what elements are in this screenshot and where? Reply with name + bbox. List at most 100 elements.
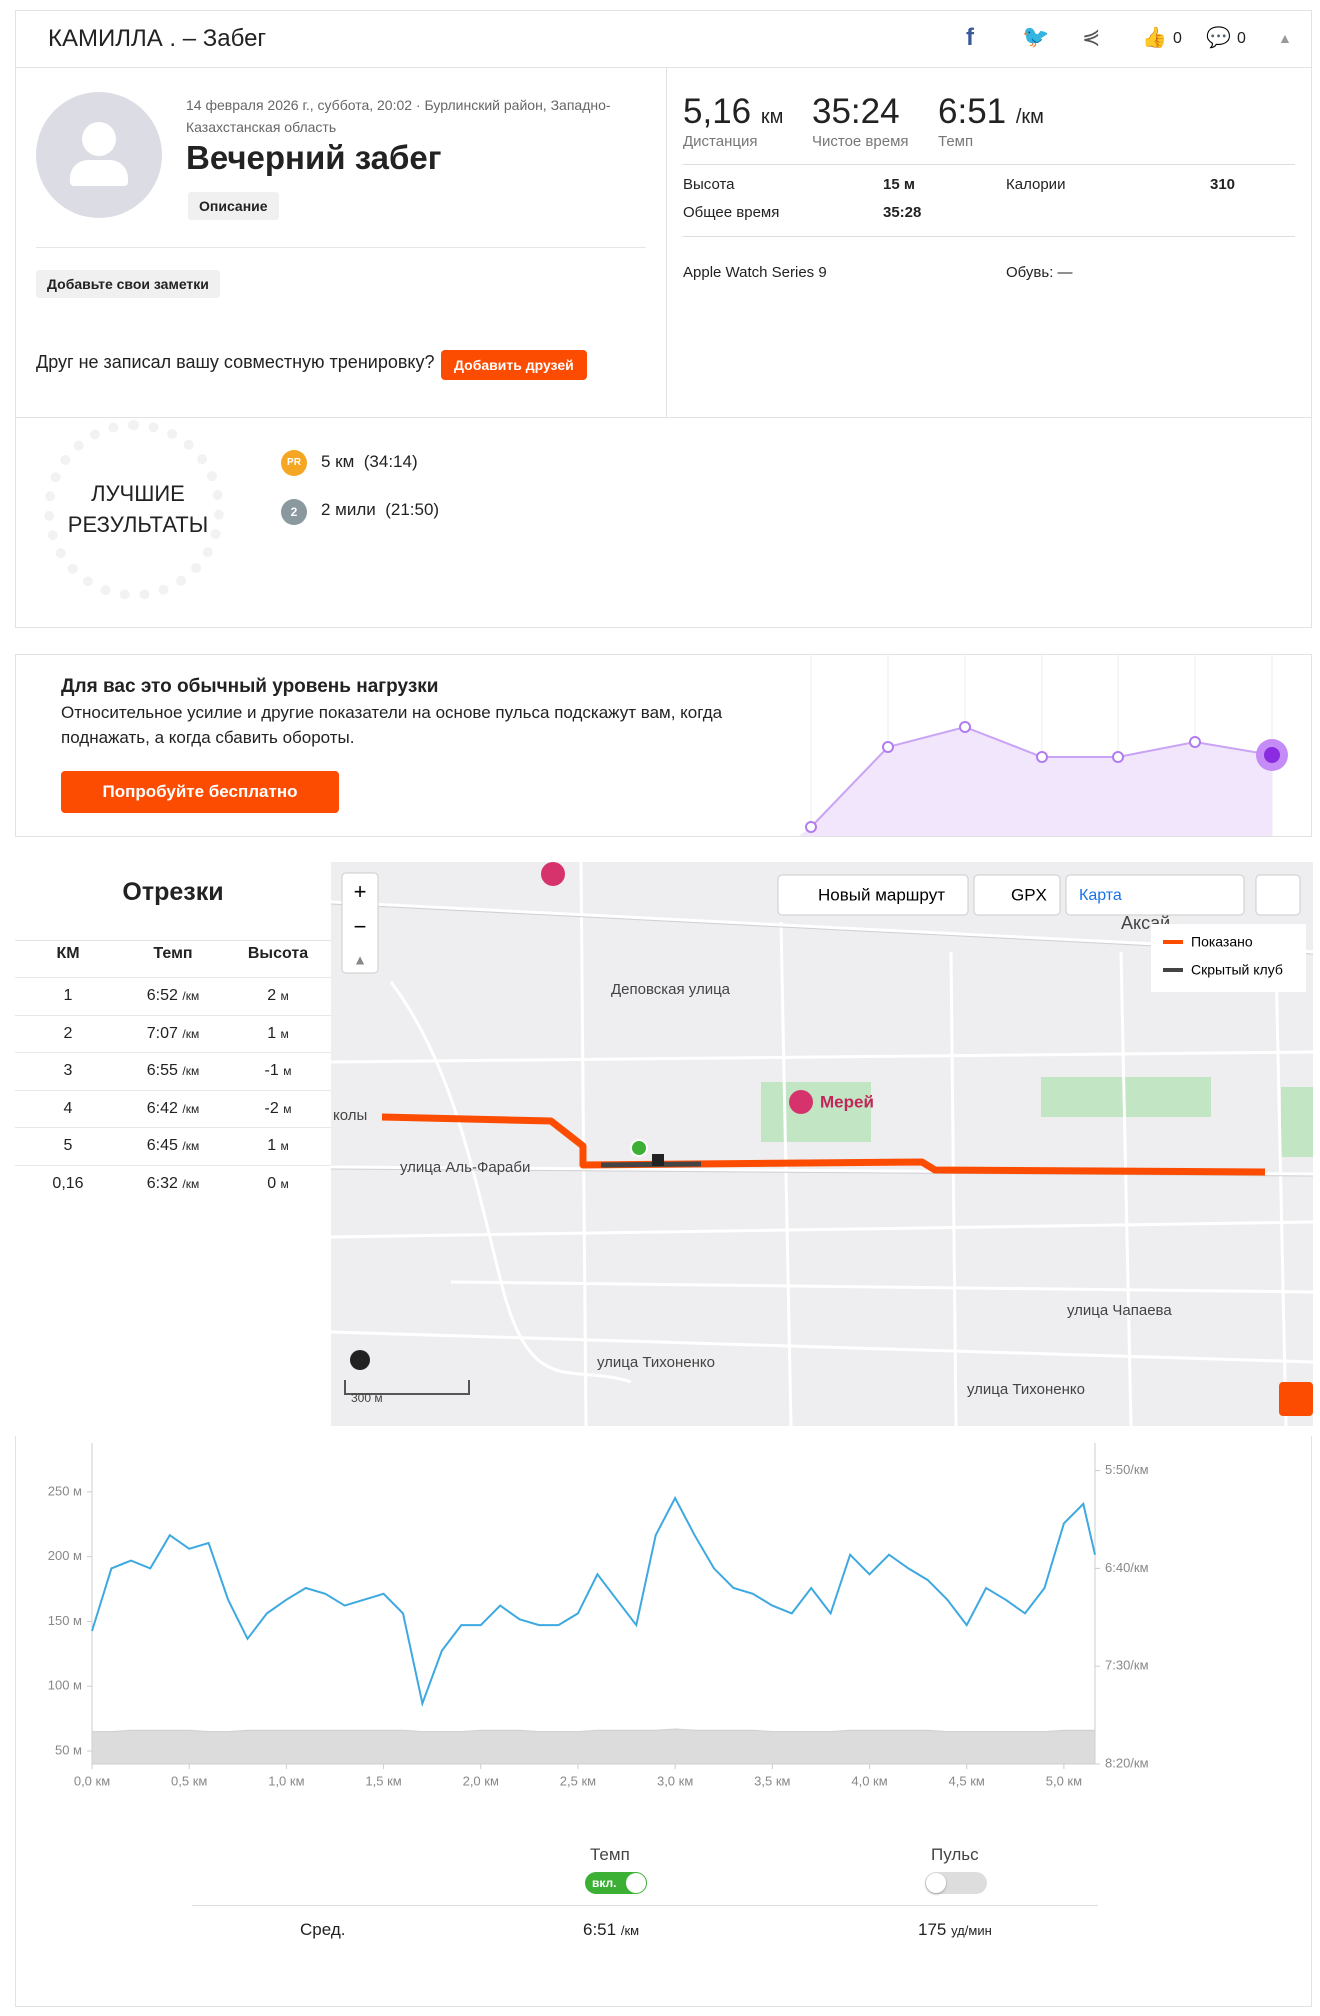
kudos-icon[interactable]: 👍 (1142, 27, 1167, 49)
map[interactable]: Аксай Деповская улица Мерей улица Аль-Фа… (331, 862, 1313, 1426)
row-divider (15, 1127, 331, 1128)
unit: м (280, 1026, 289, 1041)
notes-button[interactable]: Добавьте свои заметки (36, 270, 220, 298)
row-divider (15, 977, 331, 978)
fullscreen-button[interactable] (1255, 874, 1301, 916)
twitter-icon[interactable]: 🐦 (1022, 24, 1050, 49)
stat-value: 310 (1210, 176, 1236, 193)
avg-hr: 175 уд/мин (918, 1920, 992, 1940)
row-divider (15, 1014, 331, 1016)
start-marker (630, 1139, 648, 1157)
divider (36, 247, 646, 248)
value: 7:07 (146, 1024, 178, 1042)
unit: /км (182, 1176, 200, 1191)
facebook-icon[interactable]: f (966, 24, 974, 51)
y2-tick-label: 8:20/км (1105, 1755, 1149, 1770)
share-icon[interactable]: ⋞ (1082, 24, 1101, 49)
gpx-button[interactable] (973, 874, 1061, 916)
avg-label: Сред. (300, 1920, 346, 1939)
toggle-label: Пульс (931, 1845, 979, 1864)
description-button[interactable]: Описание (188, 192, 279, 220)
stat-value: 5,16 км (683, 92, 783, 132)
new-route-button[interactable] (777, 874, 969, 916)
zoom-controls[interactable]: + − ▲ (341, 872, 379, 974)
upsell-button[interactable]: Попробуйте бесплатно (61, 771, 339, 813)
split-elev: -2 м (218, 1100, 338, 1118)
y2-tick-label: 6:40/км (1105, 1560, 1149, 1575)
split-elev: 1 м (218, 1137, 338, 1155)
split-km: 2 (63, 1024, 73, 1042)
map-scale: 300 м (351, 1391, 383, 1405)
splits-header: КМ (56, 945, 80, 962)
unit: уд/мин (951, 1923, 992, 1938)
layer-select[interactable] (1065, 874, 1245, 916)
splits-title: Отрезки (122, 878, 224, 906)
split-elev: 1 м (218, 1025, 338, 1043)
split-elev: 2 м (218, 987, 338, 1005)
divider (192, 1905, 1098, 1906)
split-km: 0,16 (52, 1174, 84, 1192)
flyby-button[interactable] (1279, 1382, 1313, 1416)
split-km: 3 (63, 1062, 73, 1079)
kudos-count: 0 (1173, 30, 1182, 47)
value: 2 (267, 987, 277, 1004)
unit: км (760, 106, 784, 128)
add-friends-button[interactable]: Добавить друзей (441, 350, 587, 380)
unit: м (280, 1139, 289, 1153)
svg-text:▲: ▲ (353, 952, 367, 968)
upsell-title: Для вас это обычный уровень нагрузки (61, 676, 439, 697)
date-location: 14 февраля 2026 г., суббота, 20:02 · Бур… (186, 97, 611, 135)
unit: м (283, 1064, 292, 1078)
split-km: 1 (63, 987, 73, 1004)
pace-chart: 50 м 100 м 150 м 200 м 250 м 5:50/км 6:40/км 7:… (48, 1443, 1149, 1788)
value: 6:32 (146, 1174, 178, 1192)
toggle-knob (926, 1873, 946, 1893)
divider (15, 940, 331, 941)
value: -2 (264, 1099, 279, 1117)
legend-entry: Показано (1191, 934, 1253, 950)
unit: м (280, 1176, 289, 1191)
poi (789, 1090, 813, 1114)
info-button[interactable] (350, 1350, 370, 1370)
x-tick-label: 2,0 км (463, 1773, 499, 1788)
poi (541, 862, 565, 886)
unit: м (283, 1101, 292, 1116)
toggle-knob (626, 1873, 646, 1893)
stat-value: 15 м (883, 176, 915, 193)
x-tick-label: 2,5 км (560, 1773, 596, 1788)
best-efforts-title: ЛУЧШИЕ РЕЗУЛЬТАТЫ (67, 481, 209, 537)
value: 1 (267, 1024, 277, 1042)
stat-label: Чистое время (812, 133, 909, 150)
value: -1 (264, 1062, 279, 1079)
split-pace: 6:45 /км (113, 1137, 233, 1155)
collapse-icon[interactable]: ▲ (1278, 30, 1292, 46)
unit: /км (620, 1923, 640, 1938)
stat-label: Общее время (683, 204, 780, 221)
unit: /км (182, 989, 200, 1003)
friend-prompt: Друг не записал вашу совместную трениров… (36, 352, 435, 372)
row-divider (15, 1164, 331, 1166)
laurel (44, 420, 224, 600)
finish-marker (652, 1154, 664, 1166)
value: 6:45 (146, 1137, 178, 1154)
x-tick-label: 5,0 км (1046, 1773, 1082, 1788)
stat-label: Темп (938, 133, 974, 150)
shoes: Обувь: — (1006, 264, 1073, 281)
unit: /км (1015, 106, 1044, 128)
comment-icon[interactable]: 💬 (1206, 27, 1231, 49)
x-tick-label: 4,5 км (949, 1773, 985, 1788)
map-label: улица Тихоненко (967, 1381, 1085, 1398)
unit: /км (182, 1139, 200, 1153)
row-divider (15, 1089, 331, 1091)
legend-entry: Скрытый клуб (1191, 962, 1283, 978)
map-label: улица Тихоненко (597, 1354, 715, 1371)
x-tick-label: 0,5 км (171, 1773, 207, 1788)
split-pace: 6:55 /км (113, 1062, 233, 1080)
y-tick-label: 200 м (48, 1548, 82, 1563)
split-pace: 7:07 /км (113, 1025, 233, 1043)
x-tick-label: 3,0 км (657, 1773, 693, 1788)
map-label: Деповская улица (611, 981, 731, 998)
y-tick-label: 250 м (48, 1483, 82, 1498)
stat-label: Дистанция (683, 133, 758, 150)
